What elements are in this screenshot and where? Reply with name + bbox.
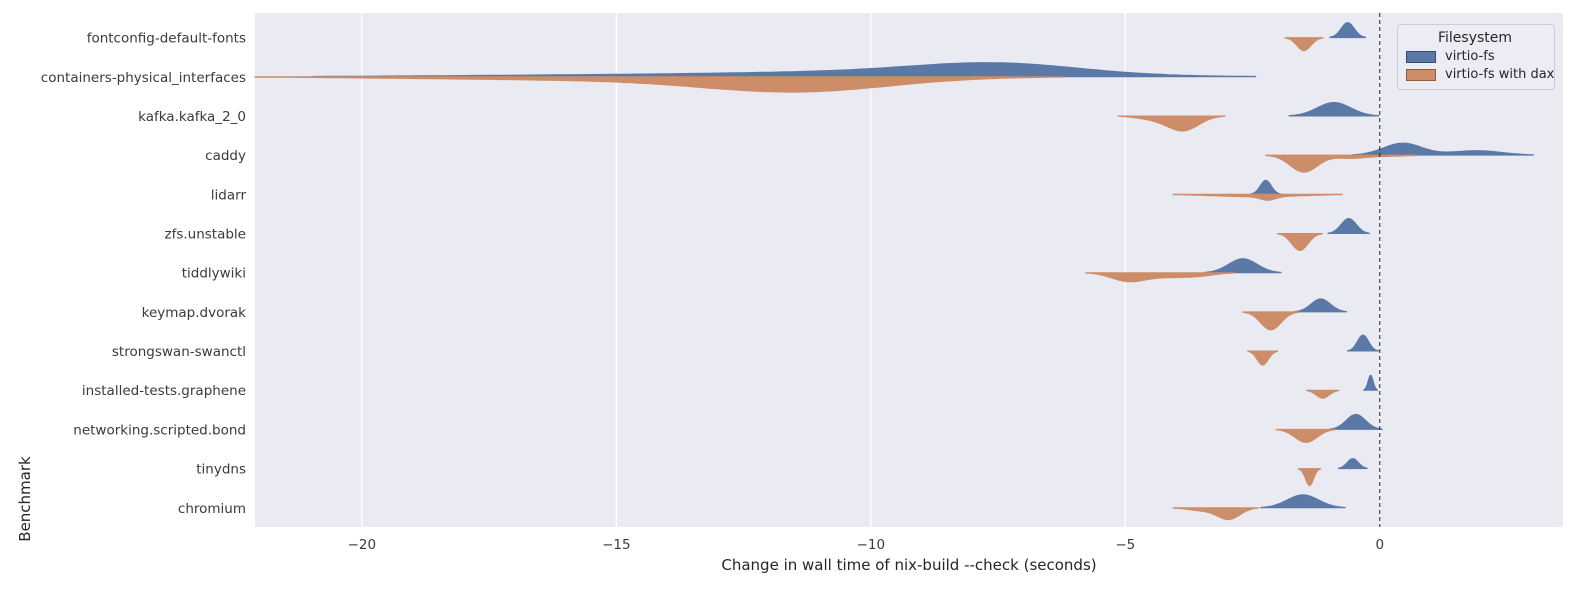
violin-virtio-fs-containers-physical_interfaces — [312, 62, 1257, 78]
x-tick-label: −15 — [602, 537, 631, 553]
y-tick-label: keymap.dvorak — [142, 305, 247, 321]
y-tick-label: installed-tests.graphene — [82, 383, 246, 399]
y-tick-label: networking.scripted.bond — [73, 422, 246, 438]
violin-virtio-fs-tiddlywiki — [1204, 258, 1282, 274]
legend-item-virtio-fs-with-dax: virtio-fs with dax — [1406, 67, 1554, 82]
violin-virtio-fs-with-dax-installed-tests.graphene — [1306, 389, 1340, 399]
y-tick-label: tiddlywiki — [182, 266, 246, 282]
y-tick-label: caddy — [205, 148, 246, 164]
violin-virtio-fs-chromium — [1260, 494, 1346, 509]
violin-virtio-fs-with-dax-zfs.unstable — [1276, 233, 1323, 251]
legend-item-virtio-fs: virtio-fs — [1406, 49, 1544, 64]
violin-virtio-fs-strongswan-swanctl — [1347, 334, 1379, 352]
y-tick-label: kafka.kafka_2_0 — [138, 109, 246, 125]
violin-virtio-fs-networking.scripted.bond — [1329, 413, 1383, 430]
y-tick-label: chromium — [178, 501, 246, 517]
violin-virtio-fs-with-dax-lidarr — [1172, 193, 1343, 201]
y-tick-label: strongswan-swanctl — [112, 344, 246, 360]
violin-virtio-fs-with-dax-caddy — [1265, 154, 1417, 173]
violin-virtio-fs-with-dax-tiddlywiki — [1085, 272, 1235, 283]
violin-virtio-fs-with-dax-networking.scripted.bond — [1275, 428, 1337, 443]
x-tick-label: 0 — [1375, 537, 1384, 553]
violin-virtio-fs-with-dax-chromium — [1172, 507, 1260, 521]
violin-virtio-fs-installed-tests.graphene — [1363, 374, 1378, 391]
x-axis-title: Change in wall time of nix-build --check… — [721, 556, 1097, 574]
y-axis-title: Benchmark — [16, 456, 34, 542]
virtio-fs-swatch-icon — [1406, 50, 1436, 63]
violin-virtio-fs-fontconfig-default-fonts — [1329, 22, 1367, 39]
violin-virtio-fs-with-dax-fontconfig-default-fonts — [1284, 37, 1324, 52]
x-tick-label: −5 — [1115, 537, 1135, 553]
y-tick-label: lidarr — [211, 187, 247, 203]
y-tick-label: fontconfig-default-fonts — [87, 31, 246, 47]
virtio-fs-with-dax-swatch-icon — [1406, 68, 1436, 81]
legend-item-label: virtio-fs with dax — [1445, 67, 1555, 82]
violin-virtio-fs-kafka.kafka_2_0 — [1288, 102, 1380, 117]
violin-virtio-fs-keymap.dvorak — [1294, 298, 1348, 313]
y-tick-label: zfs.unstable — [164, 227, 246, 243]
violin-virtio-fs-with-dax-keymap.dvorak — [1241, 311, 1300, 331]
plot-area — [255, 13, 1563, 527]
legend-item-label: virtio-fs — [1445, 49, 1495, 64]
legend-title: Filesystem — [1437, 30, 1513, 46]
violin-virtio-fs-lidarr — [1250, 179, 1282, 195]
violin-virtio-fs-zfs.unstable — [1327, 218, 1370, 234]
y-tick-label: tinydns — [196, 462, 246, 478]
violin-virtio-fs-tinydns — [1338, 458, 1368, 470]
violin-virtio-fs-caddy — [1352, 142, 1534, 156]
x-tick-label: −10 — [857, 537, 886, 553]
violin-virtio-fs-with-dax-kafka.kafka_2_0 — [1117, 115, 1226, 132]
y-tick-label: containers-physical_interfaces — [41, 70, 246, 86]
x-tick-label: −20 — [348, 537, 377, 553]
violin-virtio-fs-with-dax-strongswan-swanctl — [1247, 350, 1279, 366]
violin-virtio-fs-with-dax-containers-physical_interfaces — [254, 76, 1063, 93]
legend: Filesystem virtio-fs virtio-fs with dax — [1397, 24, 1555, 90]
violin-virtio-fs-with-dax-tinydns — [1297, 468, 1322, 487]
y-axis-title-wrap: Benchmark — [6, 220, 34, 541]
